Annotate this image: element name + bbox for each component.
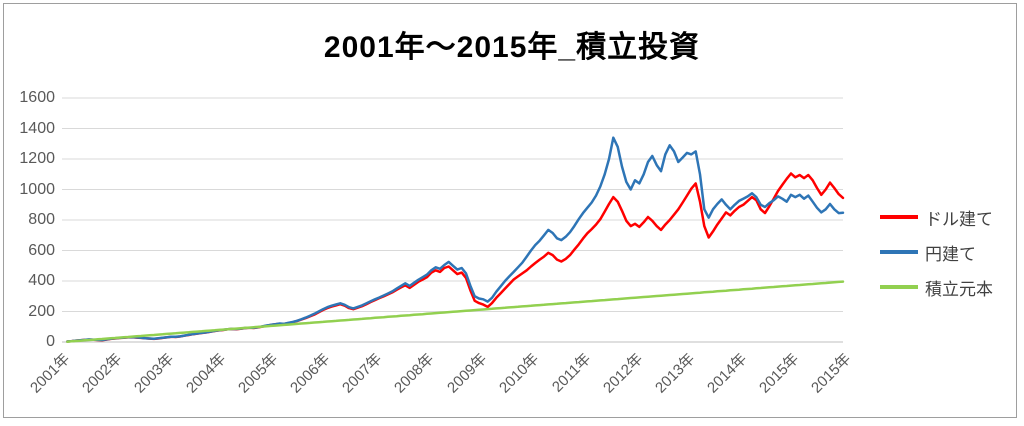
- legend-item-principal: 積立元本: [880, 276, 993, 299]
- legend-label-dollar: ドル建て: [925, 209, 993, 229]
- chart-area-border: [3, 3, 1017, 418]
- y-axis-label: 1000: [19, 180, 55, 198]
- legend-line-principal-icon: [880, 285, 918, 289]
- y-axis-label: 1600: [19, 89, 55, 106]
- y-axis-label: 400: [28, 272, 55, 289]
- legend-line-dollar-icon: [880, 215, 918, 219]
- y-axis-label: 200: [28, 302, 55, 320]
- chart-title: 2001年～2015年_積立投資: [323, 31, 701, 64]
- series-line: [66, 172, 845, 343]
- y-axis-label: 0: [46, 333, 55, 350]
- legend-label-principal: 積立元本: [925, 279, 993, 299]
- y-axis-label: 1400: [19, 119, 55, 137]
- legend-label-yen: 円建て: [925, 244, 976, 264]
- series-line: [66, 136, 845, 343]
- series-line: [66, 280, 845, 343]
- legend-line-yen-icon: [880, 250, 918, 254]
- legend-item-yen: 円建て: [880, 241, 976, 264]
- y-axis-label: 1200: [19, 150, 55, 167]
- y-axis-label: 800: [28, 211, 55, 228]
- legend-item-dollar: ドル建て: [880, 206, 993, 229]
- y-axis-label: 600: [28, 241, 55, 259]
